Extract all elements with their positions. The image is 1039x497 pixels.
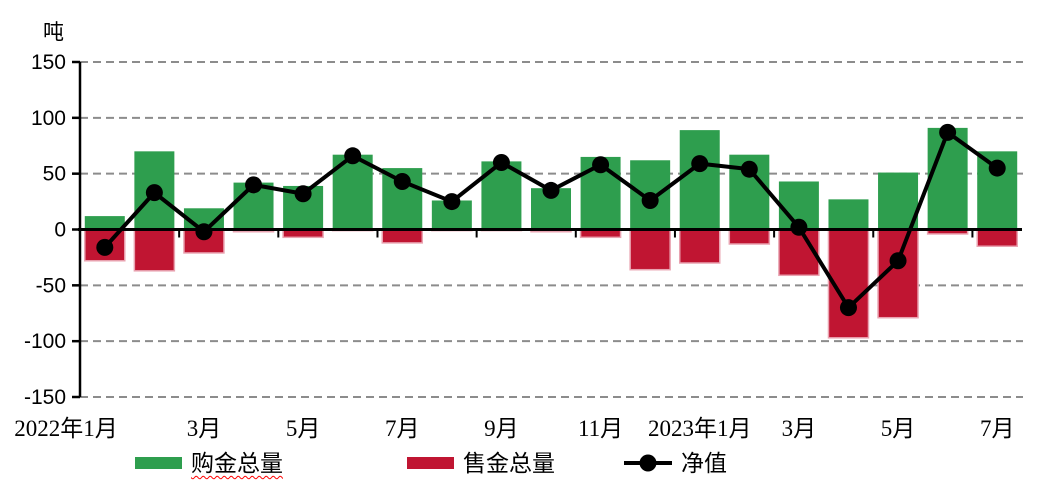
net-marker	[393, 172, 411, 190]
net-marker	[939, 123, 957, 141]
net-marker	[790, 218, 808, 236]
net-marker	[195, 223, 213, 241]
x-tick-label: 2022年1月	[14, 416, 118, 441]
legend-label-buy: 购金总量	[191, 450, 283, 476]
sell-bar	[976, 228, 1018, 247]
legend-label-net: 净值	[681, 450, 727, 476]
y-tick-label: -50	[36, 274, 66, 297]
sell-bar	[629, 228, 671, 271]
y-tick-label: -150	[24, 386, 66, 409]
legend-label-sell: 售金总量	[463, 450, 555, 476]
net-marker	[839, 299, 857, 317]
legend-line-marker-icon	[639, 454, 657, 472]
buy-bar	[878, 172, 919, 230]
buy-bar	[679, 130, 720, 230]
net-marker	[641, 191, 659, 209]
y-tick-label: 0	[54, 219, 66, 242]
legend-line-swatch	[624, 454, 672, 472]
sell-bar	[678, 228, 721, 264]
y-axis-unit-label: 吨	[43, 21, 64, 44]
y-tick-label: 100	[31, 107, 66, 130]
legend-item-net: 净值	[624, 449, 727, 477]
net-marker	[889, 252, 907, 270]
chart-legend: 购金总量 售金总量 净值	[0, 449, 1039, 489]
buy-bar	[828, 199, 869, 230]
y-tick-label: 50	[43, 163, 66, 186]
y-tick-label: 150	[31, 51, 66, 74]
net-marker	[492, 154, 510, 171]
net-marker	[740, 160, 758, 178]
net-marker	[245, 176, 263, 194]
legend-item-buy: 购金总量	[135, 449, 283, 477]
x-tick-label: 11月	[578, 416, 623, 441]
buy-bar	[927, 127, 968, 230]
net-marker	[691, 155, 709, 173]
legend-swatch-buy	[135, 457, 182, 469]
net-marker	[96, 238, 114, 256]
net-marker	[988, 159, 1006, 177]
y-tick-label: -100	[24, 330, 66, 353]
net-marker	[443, 193, 461, 211]
x-tick-label: 5月	[881, 416, 916, 441]
sell-bar	[381, 228, 424, 244]
x-tick-label: 5月	[286, 416, 321, 441]
x-tick-label: 3月	[782, 416, 817, 441]
legend-item-sell: 售金总量	[407, 449, 555, 477]
net-marker	[145, 184, 163, 202]
net-marker	[592, 156, 610, 174]
x-tick-label: 2023年1月	[648, 416, 752, 441]
buy-bar	[84, 216, 125, 230]
x-tick-label: 9月	[484, 416, 519, 441]
x-tick-label: 7月	[980, 416, 1015, 441]
sell-bar	[133, 228, 176, 272]
legend-swatch-sell	[407, 457, 454, 469]
net-marker	[542, 181, 560, 199]
x-tick-label: 7月	[385, 416, 420, 441]
net-marker	[344, 147, 362, 165]
net-marker	[294, 185, 312, 203]
sell-bar	[728, 228, 771, 245]
x-tick-label: 3月	[187, 416, 222, 441]
